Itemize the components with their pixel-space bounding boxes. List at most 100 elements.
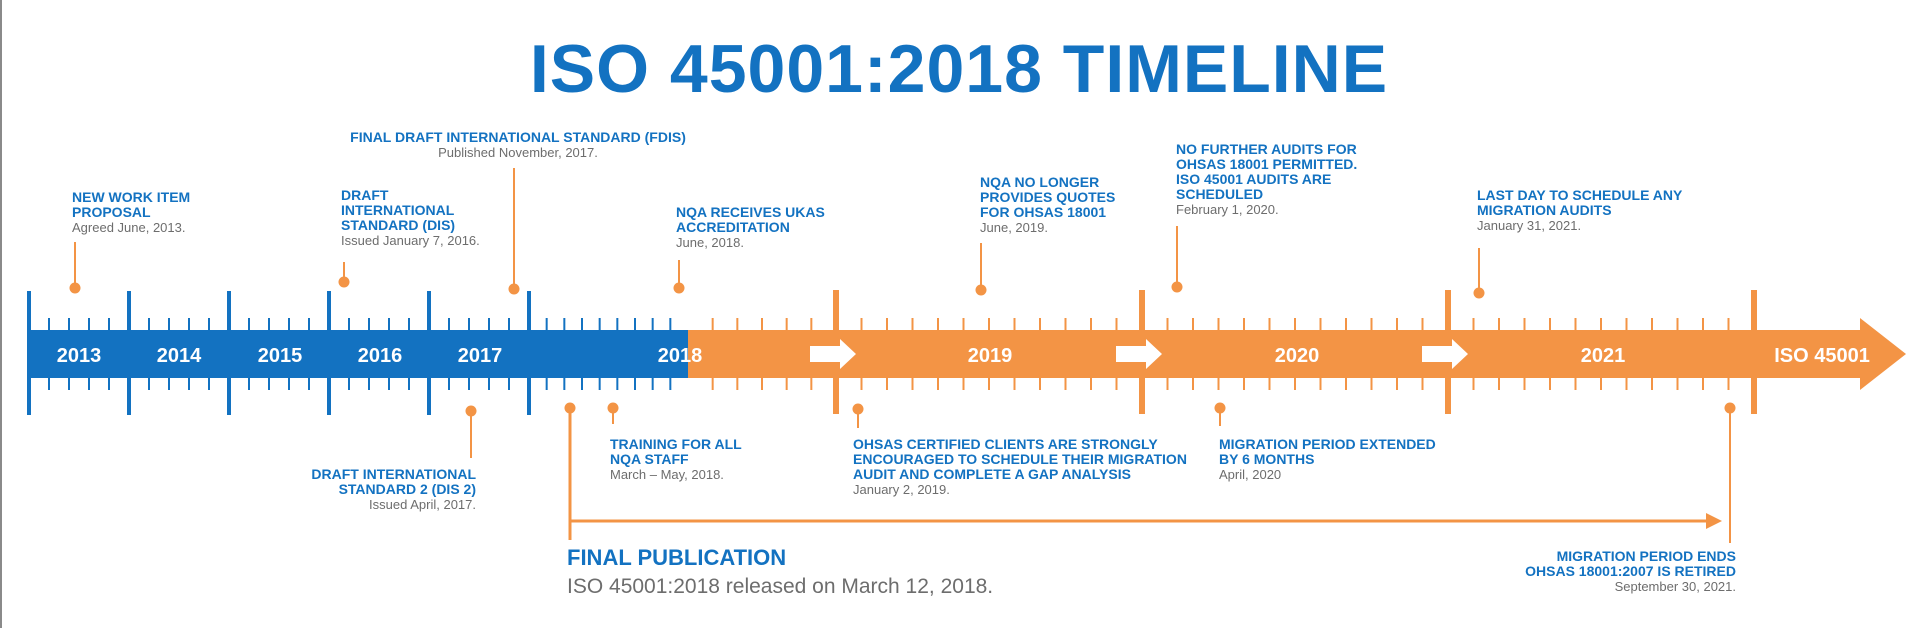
month-tick [408,318,410,330]
month-tick [1421,378,1424,390]
month-tick [148,378,150,390]
month-tick [248,318,250,330]
month-tick [1294,318,1296,330]
event-ohsas-clients: OHSAS CERTIFIED CLIENTS ARE STRONGLY ENC… [853,437,1187,498]
month-tick [711,378,714,390]
month-tick [1090,318,1092,330]
month-tick [1319,318,1322,330]
event-date: June, 2019. [980,220,1048,235]
month-tick [1013,318,1016,330]
connector-dot [508,283,520,295]
month-tick [1651,378,1653,390]
connector-dot [564,402,576,414]
month-tick [1574,378,1577,390]
month-tick [488,318,490,330]
month-tick [208,378,210,390]
month-tick [1651,318,1653,330]
month-tick [1676,378,1679,390]
year-divider [1751,290,1757,414]
month-tick [408,378,410,390]
month-tick [785,318,788,330]
month-tick [1498,318,1500,330]
month-tick [508,318,510,330]
month-tick [108,318,110,330]
event-ukas: NQA RECEIVES UKAS ACCREDITATION June, 20… [676,205,825,251]
month-tick [1268,318,1271,330]
event-date: March – May, 2018. [610,467,724,482]
month-tick [736,318,739,330]
month-tick [545,318,548,330]
event-connectors [69,168,1736,543]
event-date: January 31, 2021. [1477,218,1582,233]
event-dis2: DRAFT INTERNATIONAL STANDARD 2 (DIS 2) I… [250,467,476,513]
event-date: Issued January 7, 2016. [341,233,480,248]
event-date: Agreed June, 2013. [72,220,186,235]
month-tick [761,378,763,390]
month-tick [308,378,310,390]
timeline-bar [29,318,1906,390]
month-tick [268,318,270,330]
year-divider [27,291,31,415]
year-labels: 2013 2014 2015 2016 2017 2018 2019 2020 2021 ISO … [57,345,1870,367]
event-dis: DRAFT INTERNATIONAL STANDARD (DIS) Issue… [341,188,480,249]
year-label: 2018 [658,345,703,367]
connector-dot [1724,402,1736,414]
month-tick [208,318,210,330]
connector-dot [1171,281,1183,293]
month-tick [1039,318,1041,330]
month-tick [616,318,619,330]
month-tick [1472,378,1475,390]
final-publication: FINAL PUBLICATION ISO 45001:2018 release… [567,545,993,599]
month-tick [348,318,350,330]
event-date: June, 2018. [676,235,744,250]
month-tick [308,318,310,330]
month-tick [1549,378,1551,390]
month-tick [581,378,583,390]
month-tick [810,318,813,330]
month-tick [1166,318,1169,330]
event-date: April, 2020 [1219,467,1282,482]
connector-dot [465,405,477,417]
event-title: DRAFT INTERNATIONAL STANDARD 2 (DIS 2) [311,466,476,497]
month-tick [1370,318,1373,330]
connector-dot [975,284,987,296]
event-last-day: LAST DAY TO SCHEDULE ANY MIGRATION AUDIT… [1477,188,1682,234]
month-tick [88,318,90,330]
year-label: 2015 [258,345,303,367]
month-tick [188,318,190,330]
connector-dot [69,282,81,294]
month-tick [669,378,672,390]
month-tick [1702,378,1704,390]
month-tick [368,318,370,330]
event-new-work-item: NEW WORK ITEM PROPOSAL Agreed June, 2013… [72,190,190,236]
month-tick [288,378,290,390]
month-tick [962,318,965,330]
month-tick [545,378,548,390]
month-tick [1192,378,1194,390]
month-tick [448,318,450,330]
month-tick [348,378,350,390]
month-tick [785,378,788,390]
month-tick [651,378,654,390]
year-label: 2013 [57,345,102,367]
event-title: OHSAS CERTIFIED CLIENTS ARE STRONGLY ENC… [853,436,1187,482]
month-tick [598,318,601,330]
event-title: FINAL DRAFT INTERNATIONAL STANDARD (FDIS… [350,129,686,145]
month-tick [1625,378,1628,390]
year-label: 2019 [968,345,1013,367]
month-tick [810,378,813,390]
month-tick [1115,378,1118,390]
year-label: 2014 [157,345,202,367]
month-tick [886,378,888,390]
event-title: NQA RECEIVES UKAS ACCREDITATION [676,204,825,235]
event-migration-ends: MIGRATION PERIOD ENDS OHSAS 18001:2007 I… [1450,549,1736,595]
event-title: MIGRATION PERIOD ENDS OHSAS 18001:2007 I… [1525,548,1736,579]
month-tick [1064,318,1067,330]
month-tick [1625,318,1628,330]
month-tick [711,318,714,330]
month-tick [108,378,110,390]
month-tick [1523,318,1526,330]
month-tick [1600,378,1602,390]
month-tick [1090,378,1092,390]
